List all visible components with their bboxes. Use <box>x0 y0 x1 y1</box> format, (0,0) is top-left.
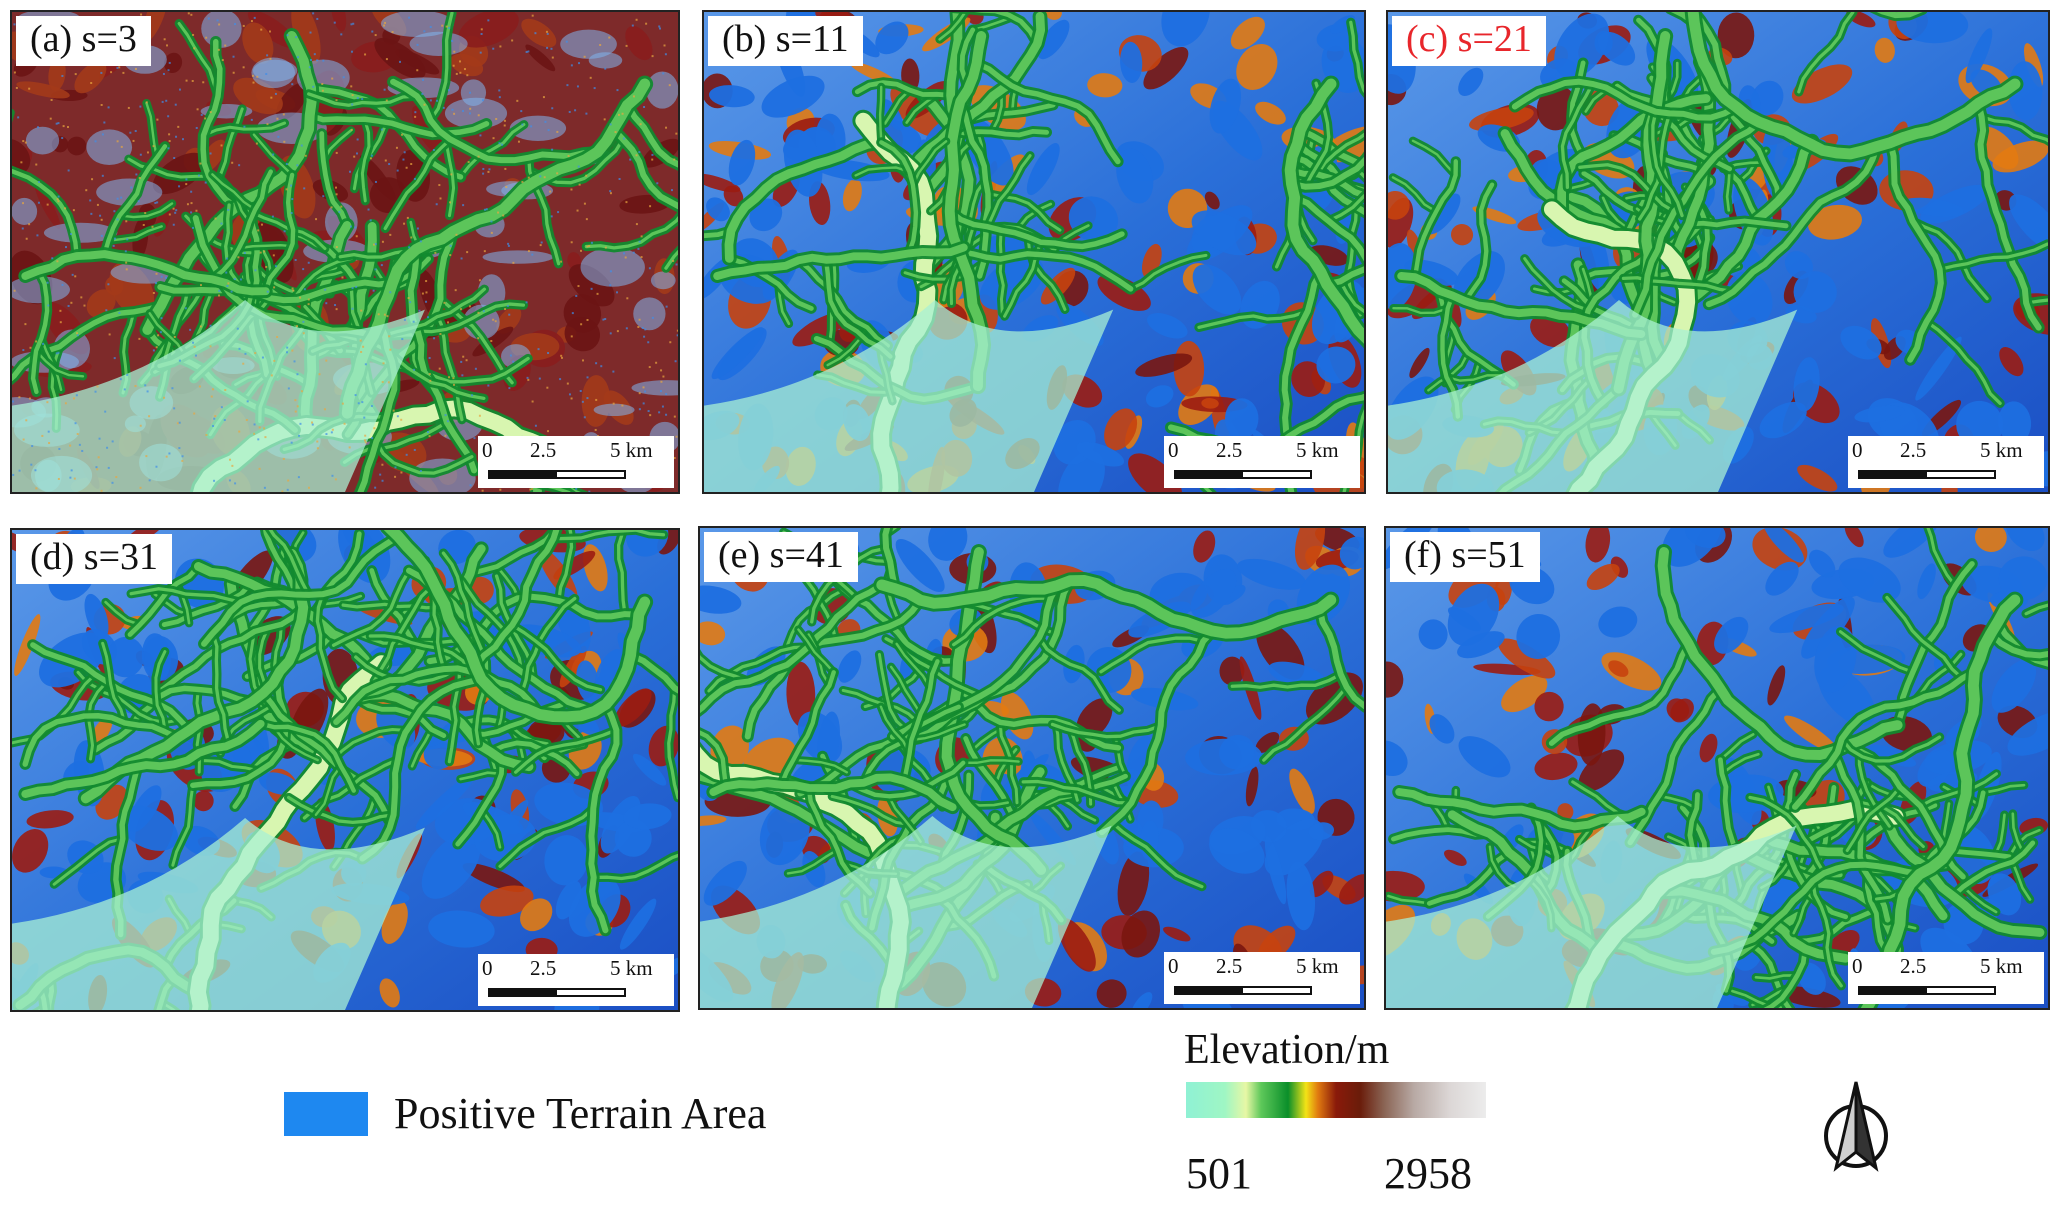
scale-bar-graphic <box>1858 986 1996 995</box>
map-panel-a: (a) s=3 0 2.5 5 km <box>10 10 680 494</box>
scale-bar: 0 2.5 5 km <box>478 954 674 1006</box>
map-panel-c: (c) s=21 0 2.5 5 km <box>1386 10 2050 494</box>
scale-tick-mid: 2.5 <box>1216 954 1243 978</box>
scale-tick-mid: 2.5 <box>1900 438 1927 462</box>
scale-tick-0: 0 <box>1852 954 1863 978</box>
elevation-min-label: 501 <box>1186 1149 1252 1198</box>
scale-tick-end: 5 km <box>610 438 653 462</box>
scale-tick-mid: 2.5 <box>1900 954 1927 978</box>
scale-bar: 0 2.5 5 km <box>1848 952 2044 1004</box>
scale-tick-0: 0 <box>1168 954 1179 978</box>
panel-label-f: (f) s=51 <box>1390 532 1540 582</box>
terrain-map-a <box>12 12 678 492</box>
scale-tick-0: 0 <box>1852 438 1863 462</box>
terrain-map-c <box>1388 12 2048 492</box>
scale-bar-graphic <box>1858 470 1996 479</box>
panel-label-c: (c) s=21 <box>1392 16 1546 66</box>
legend-positive-swatch <box>284 1091 368 1136</box>
scale-bar: 0 2.5 5 km <box>478 436 674 488</box>
map-panel-e: (e) s=41 0 2.5 5 km <box>698 526 1366 1010</box>
map-panel-f: (f) s=51 0 2.5 5 km <box>1384 526 2050 1010</box>
map-panel-b: (b) s=11 0 2.5 5 km <box>702 10 1366 494</box>
map-panel-d: (d) s=31 0 2.5 5 km <box>10 528 680 1012</box>
north-arrow-icon <box>1824 1081 1888 1172</box>
elevation-max-label: 2958 <box>1384 1149 1472 1198</box>
scale-tick-end: 5 km <box>1296 438 1339 462</box>
legend-positive-terrain: Positive Terrain Area <box>284 1088 766 1139</box>
scale-bar: 0 2.5 5 km <box>1164 952 1360 1004</box>
scale-tick-mid: 2.5 <box>1216 438 1243 462</box>
scale-bar-graphic <box>1174 470 1312 479</box>
scale-tick-end: 5 km <box>610 956 653 980</box>
panel-label-e: (e) s=41 <box>704 532 858 582</box>
scale-bar-graphic <box>488 988 626 997</box>
panel-label-a: (a) s=3 <box>16 16 151 66</box>
terrain-map-b <box>704 12 1364 492</box>
scale-bar-graphic <box>1174 986 1312 995</box>
scale-bar-graphic <box>488 470 626 479</box>
scale-tick-0: 0 <box>482 956 493 980</box>
terrain-map-f <box>1386 528 2048 1008</box>
scale-tick-0: 0 <box>482 438 493 462</box>
scale-tick-0: 0 <box>1168 438 1179 462</box>
scale-bar: 0 2.5 5 km <box>1848 436 2044 488</box>
panel-label-b: (b) s=11 <box>708 16 863 66</box>
scale-tick-mid: 2.5 <box>530 438 557 462</box>
scale-tick-end: 5 km <box>1980 954 2023 978</box>
terrain-map-d <box>12 530 678 1010</box>
legend-positive-label: Positive Terrain Area <box>394 1089 767 1138</box>
terrain-map-e <box>700 528 1364 1008</box>
elevation-color-ramp <box>1186 1082 1486 1118</box>
scale-tick-mid: 2.5 <box>530 956 557 980</box>
scale-tick-end: 5 km <box>1296 954 1339 978</box>
elevation-legend-title: Elevation/m <box>1184 1027 1390 1073</box>
scale-tick-end: 5 km <box>1980 438 2023 462</box>
scale-bar: 0 2.5 5 km <box>1164 436 1360 488</box>
panel-label-d: (d) s=31 <box>16 534 173 584</box>
